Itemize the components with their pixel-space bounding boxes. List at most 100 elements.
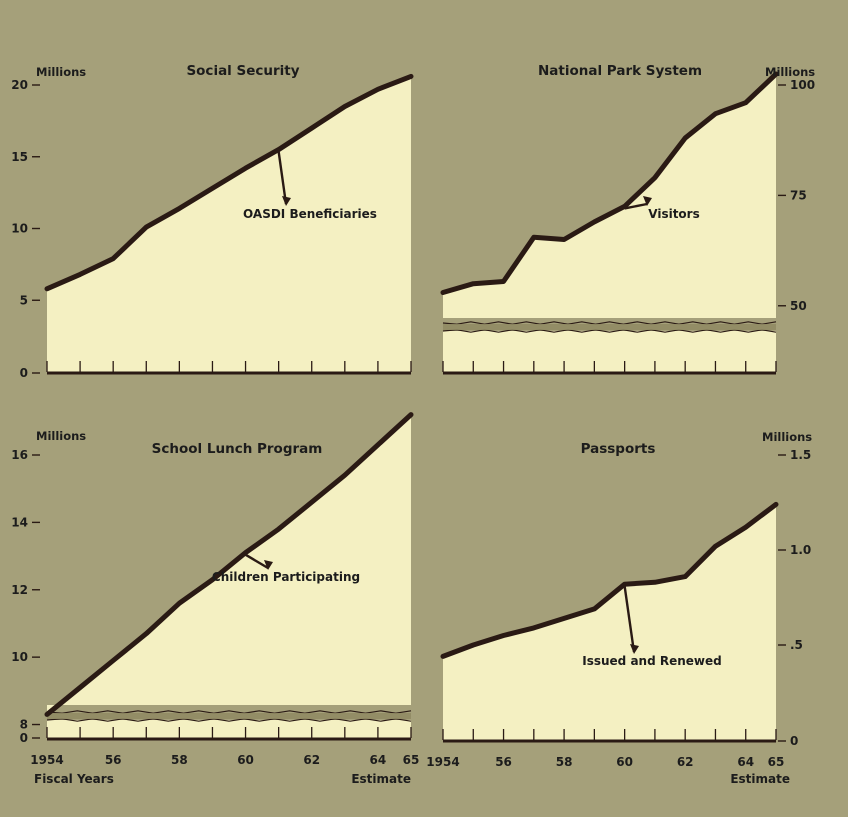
panel-title: School Lunch Program: [152, 441, 323, 457]
x-tick-label: 60: [237, 753, 254, 767]
x-tick-label: 65: [403, 753, 420, 767]
data-point: [78, 272, 82, 276]
x-tick-label: 58: [556, 755, 573, 769]
panel-national-park-system: National Park System Millions Visitors: [538, 63, 815, 221]
data-point: [471, 643, 475, 647]
data-point: [277, 148, 281, 152]
callout-arrowhead: [282, 196, 291, 206]
plot-area-1: 50 75 100: [440, 71, 815, 375]
axis-break-bottom-edge: [46, 718, 412, 722]
data-point: [144, 632, 148, 636]
series-area: [47, 76, 411, 374]
x-tick-label: 64: [370, 753, 387, 767]
callout-arrowhead: [630, 644, 639, 654]
data-point: [277, 527, 281, 531]
data-point: [683, 136, 687, 140]
axis-break-band: [443, 324, 776, 330]
y-tick-label: 0: [20, 366, 28, 380]
axis-break-top-edge: [46, 710, 412, 714]
data-point: [592, 220, 596, 224]
data-point: [714, 544, 717, 548]
x-tick-label: 58: [171, 753, 188, 767]
data-point: [683, 575, 687, 579]
data-point: [562, 238, 566, 241]
data-point: [343, 473, 347, 477]
data-point: [592, 607, 596, 611]
x-axis-caption-fiscal-years: Fiscal Years: [34, 772, 114, 786]
data-point: [502, 634, 505, 637]
axis-break-top-edge: [442, 321, 777, 325]
data-point: [177, 601, 181, 605]
data-point: [111, 659, 115, 662]
y-tick-label: 1.5: [790, 448, 811, 462]
x-tick-label: 62: [677, 755, 694, 769]
y-tick-label: 75: [790, 188, 807, 202]
x-tick-label: 65: [768, 755, 785, 769]
data-point: [211, 578, 214, 582]
callout-leader: [277, 151, 288, 205]
data-point: [744, 525, 748, 529]
callout-arrowhead: [643, 196, 652, 206]
data-point: [441, 654, 445, 658]
data-point: [376, 443, 380, 447]
series-annotation: Children Participating: [212, 570, 360, 584]
x-tick-label: 60: [616, 755, 633, 769]
y-tick-label: 10: [11, 222, 28, 236]
series-line: [44, 73, 414, 292]
data-point: [78, 686, 82, 689]
plot-area-3: 0 .5 1.0 1.5 1954 56 58 60 62 64 65: [426, 448, 811, 769]
x-tick-label: 1954: [30, 753, 63, 767]
y-tick-label: 15: [11, 150, 28, 164]
y-tick-label: 100: [790, 78, 815, 92]
x-tick-label: 1954: [426, 755, 459, 769]
panel-passports: Passports Millions Issued and Renewed: [581, 430, 813, 668]
callout-leader: [244, 553, 269, 570]
panel-title: National Park System: [538, 63, 702, 79]
y-tick-label: .5: [790, 638, 803, 652]
panel-title: Social Security: [186, 63, 299, 79]
data-point: [532, 235, 536, 239]
x-tick-label: 56: [105, 753, 122, 767]
plot-area-0: 0 5 10 15 20: [11, 73, 414, 380]
x-tick-label: 56: [495, 755, 512, 769]
panel-social-security: Social Security Millions OASDI Beneficia…: [36, 63, 377, 221]
y-tick-label: 0: [20, 731, 28, 745]
axis-break-band: [47, 713, 411, 719]
data-point: [774, 72, 778, 76]
data-point: [177, 206, 181, 210]
series-line: [440, 501, 779, 659]
series-annotation: Issued and Renewed: [582, 654, 721, 668]
data-point: [562, 616, 566, 620]
series-annotation: OASDI Beneficiaries: [243, 207, 377, 221]
panel-title: Passports: [581, 441, 656, 457]
callout-arrowhead: [264, 560, 273, 570]
x-tick-label: 62: [303, 753, 320, 767]
data-point: [409, 413, 413, 417]
y-tick-label: 12: [11, 583, 28, 597]
data-point: [244, 166, 247, 170]
data-point: [714, 112, 717, 116]
data-point: [310, 500, 314, 504]
callout-leader: [623, 586, 636, 653]
data-point: [244, 551, 247, 555]
data-point: [744, 101, 748, 105]
series-area: [443, 504, 776, 741]
data-point: [144, 225, 148, 229]
data-point: [653, 176, 657, 180]
data-point: [409, 74, 413, 78]
data-point: [623, 582, 627, 586]
data-point: [502, 280, 505, 283]
series-annotation: Visitors: [648, 207, 700, 221]
units-label: Millions: [36, 429, 86, 443]
data-point: [45, 712, 49, 716]
axis-break-lower-fill: [443, 331, 776, 373]
y-tick-label: 16: [11, 448, 28, 462]
data-point: [111, 257, 115, 261]
series-area: [47, 414, 411, 715]
series-line: [440, 71, 779, 295]
data-point: [774, 502, 778, 506]
data-point: [45, 287, 49, 291]
data-point: [653, 580, 657, 584]
y-tick-label: 10: [11, 650, 28, 664]
